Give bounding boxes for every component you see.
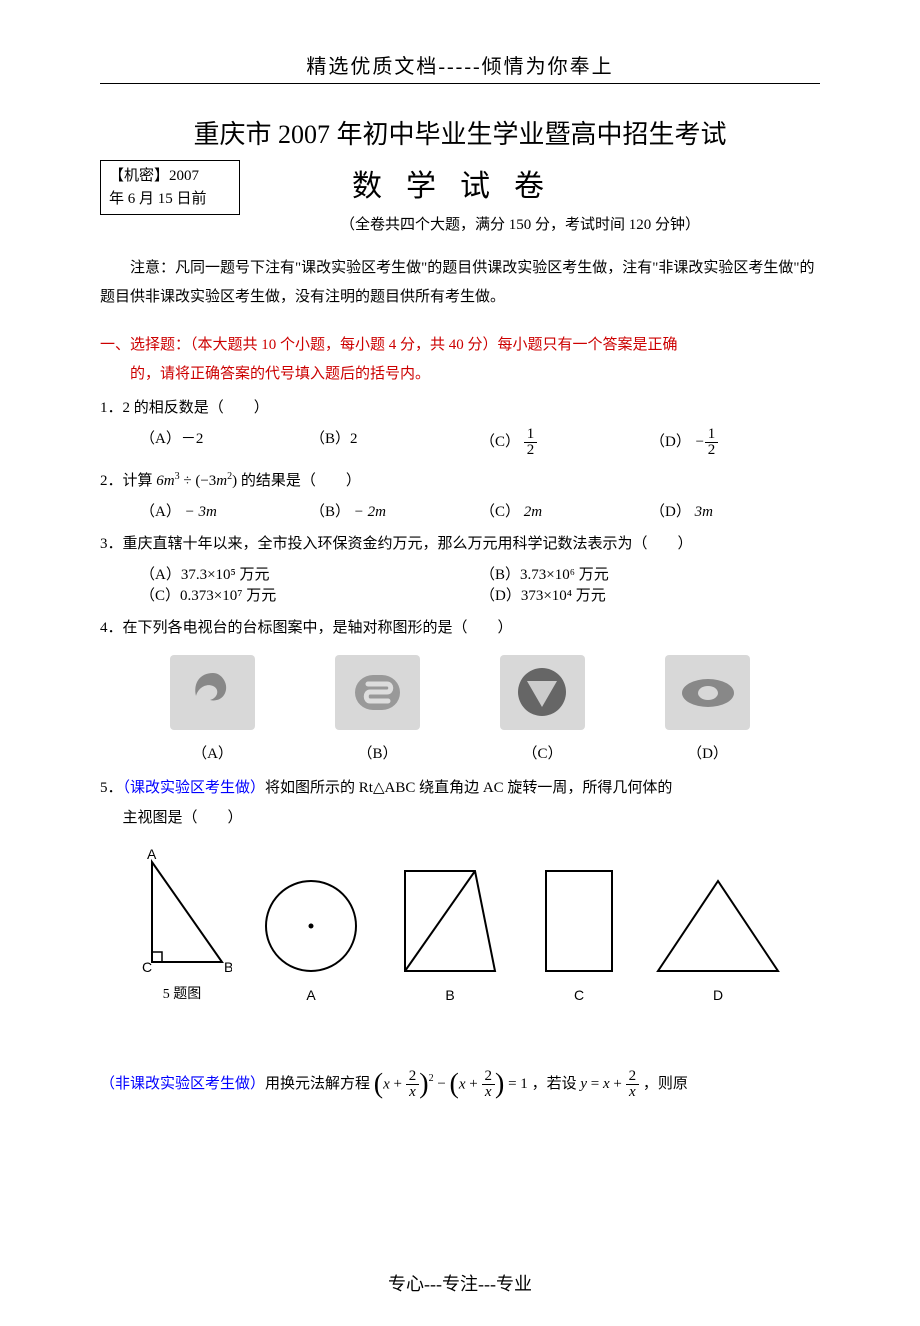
section1-header: 一、选择题：（本大题共 10 个小题，每小题 4 分，共 40 分）每小题只有一… (100, 331, 820, 388)
page-header: 精选优质文档-----倾情为你奉上 (100, 50, 820, 79)
q1-optD: （D） −12 (650, 427, 820, 458)
q4-logos (100, 647, 820, 738)
q3-optA: （A）37.3×10⁵ 万元 (140, 563, 480, 584)
q5b-text: （非课改实验区考生做）用换元法解方程 (x + 2x)2 − (x + 2x) … (100, 1069, 820, 1100)
logo-a-icon (170, 655, 255, 730)
q4-labelA: （A） (170, 742, 255, 763)
notice-text: 注意：凡同一题号下注有"课改实验区考生做"的题目供课改实验区考生做，注有"非课改… (100, 254, 820, 311)
option-d-triangle-icon: D (648, 871, 788, 1003)
q1-optB: （B）2 (310, 427, 480, 458)
q4-labelB: （B） (335, 742, 420, 763)
q2-optC: （C） 2m (480, 500, 650, 521)
exam-title: 重庆市 2007 年初中毕业生学业暨高中招生考试 (100, 114, 820, 151)
q1-text: 1．2 的相反数是（ ） (100, 393, 820, 423)
page-footer: 专心---专注---专业 (0, 1270, 920, 1296)
secret-line2: 年 6 月 15 日前 (109, 188, 231, 211)
option-c-rect-icon: C (534, 861, 624, 1003)
svg-text:B: B (224, 959, 232, 975)
q2-optB: （B） − 2m (310, 500, 480, 521)
header-text: 精选优质文档-----倾情为你奉上 (306, 56, 613, 78)
section1-l1: 一、选择题：（本大题共 10 个小题，每小题 4 分，共 40 分）每小题只有一… (100, 337, 678, 353)
q2-optD: （D） 3m (650, 500, 820, 521)
triangle-given-icon: A C B 5 题图 (132, 847, 232, 1003)
q1-optC: （C） 12 (480, 427, 650, 458)
q2-text: 2．计算 6m3 ÷ (−3m2) 的结果是（ ） (100, 466, 820, 496)
logo-c-icon (500, 655, 585, 730)
q2-options: （A） − 3m （B） − 2m （C） 2m （D） 3m (100, 500, 820, 521)
logo-b-icon (335, 655, 420, 730)
option-a-circle-icon: A (256, 871, 366, 1003)
q1-optA: （A）－2 (140, 427, 310, 458)
secret-box: 【机密】2007 年 6 月 15 日前 (100, 160, 240, 215)
q5-diagrams: A C B 5 题图 A B C D (100, 837, 820, 1003)
exam-info: （全卷共四个大题，满分 150 分，考试时间 120 分钟） (100, 213, 820, 234)
option-b-shape-icon: B (390, 861, 510, 1003)
secret-line1: 【机密】2007 (109, 165, 231, 188)
q4-labelC: （C） (500, 742, 585, 763)
q5-text: 5．（课改实验区考生做）将如图所示的 Rt△ABC 绕直角边 AC 旋转一周，所… (100, 773, 820, 833)
q3-text: 3．重庆直辖十年以来，全市投入环保资金约万元，那么万元用科学记数法表示为（ ） (100, 529, 820, 559)
header-divider (100, 83, 820, 84)
q4-labelD: （D） (665, 742, 750, 763)
q1-options: （A）－2 （B）2 （C） 12 （D） −12 (100, 427, 820, 458)
q2-optA: （A） − 3m (140, 500, 310, 521)
q3-optC: （C）0.373×10⁷ 万元 (140, 584, 480, 605)
q3-optD: （D）373×10⁴ 万元 (480, 584, 820, 605)
svg-text:A: A (147, 847, 157, 862)
section1-l2: 的，请将正确答案的代号填入题后的括号内。 (100, 366, 430, 382)
q4-labels: （A） （B） （C） （D） (100, 742, 820, 763)
q4-text: 4．在下列各电视台的台标图案中，是轴对称图形的是（ ） (100, 613, 820, 643)
svg-text:C: C (142, 959, 152, 975)
q3-options: （A）37.3×10⁵ 万元 （B）3.73×10⁶ 万元 （C）0.373×1… (100, 563, 820, 605)
logo-d-icon (665, 655, 750, 730)
q3-optB: （B）3.73×10⁶ 万元 (480, 563, 820, 584)
